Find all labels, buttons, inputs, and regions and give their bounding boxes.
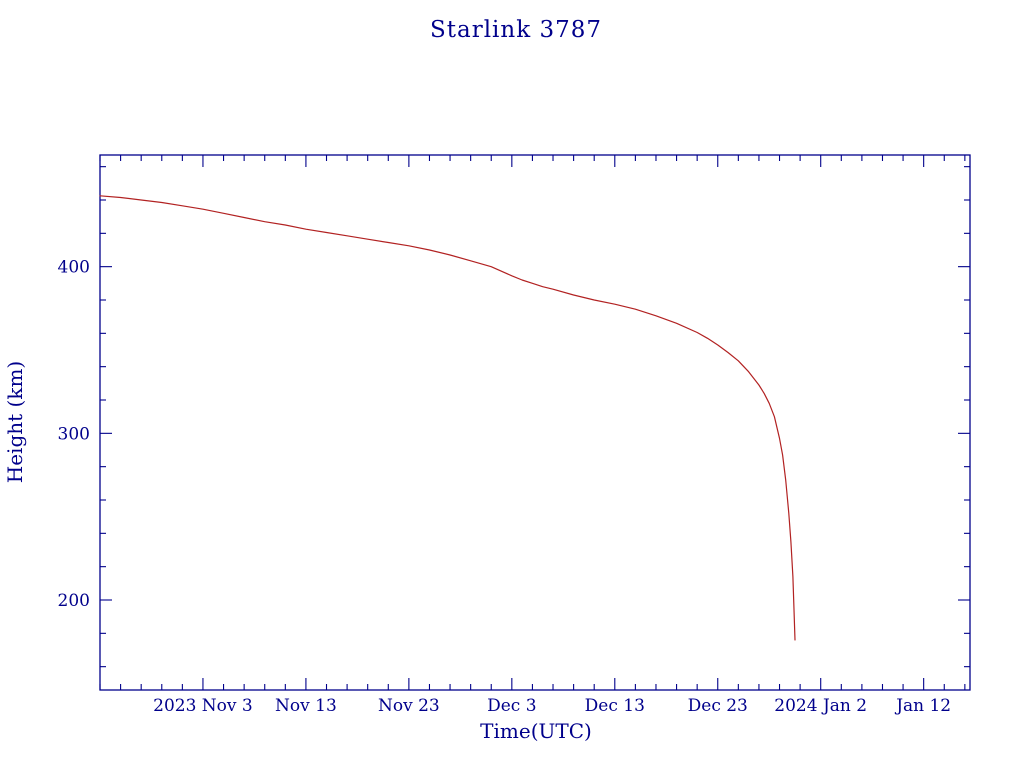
plot-frame [99, 154, 971, 691]
height-series-line [99, 195, 796, 641]
y-axis-label: Height (km) [3, 361, 27, 483]
x-tick-label: Jan 12 [894, 696, 951, 716]
x-tick-label: 2024 Jan 2 [774, 696, 867, 716]
x-tick-label: Dec 13 [585, 696, 645, 716]
chart-title: Starlink 3787 [430, 17, 602, 43]
x-axis-label: Time(UTC) [480, 719, 592, 743]
axis-tick-labels: 2023 Nov 3 Nov 13 Nov 23 Dec 3 Dec 13 Dec 23 2… [58, 258, 952, 716]
plot-border [99, 154, 971, 691]
y-tick-label: 400 [58, 258, 90, 278]
axis-ticks [99, 155, 970, 690]
x-tick-label: Nov 23 [378, 696, 440, 716]
x-tick-label: Nov 13 [275, 696, 337, 716]
x-tick-label: Dec 23 [688, 696, 748, 716]
x-tick-label: 2023 Nov 3 [153, 696, 253, 716]
y-tick-label: 300 [58, 424, 90, 444]
y-tick-label: 200 [58, 591, 90, 611]
x-tick-label: Dec 3 [487, 696, 536, 716]
